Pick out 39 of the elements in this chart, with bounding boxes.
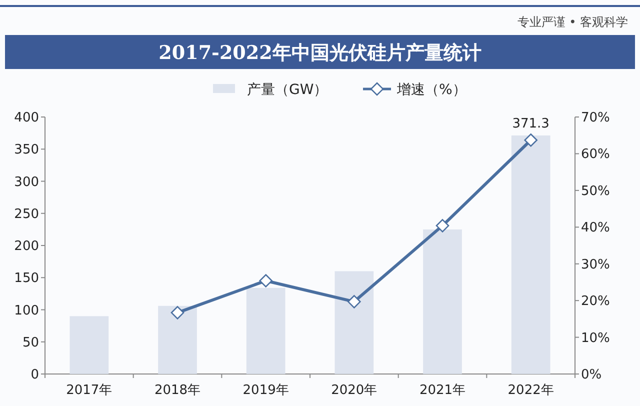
y-tick-label: 300 (14, 174, 39, 190)
x-tick-label: 2018年 (154, 383, 201, 398)
y2-tick-label: 50% (581, 184, 610, 199)
point (348, 295, 361, 308)
y2-tick-label: 60% (581, 147, 610, 162)
bar (70, 316, 109, 374)
x-tick-label: 2019年 (242, 383, 289, 398)
y2-tick-label: 10% (581, 330, 610, 346)
chart-title: 2017-2022年中国光伏硅片产量统计 (158, 42, 482, 64)
y2-tick-label: 0% (581, 368, 602, 382)
bar (511, 135, 550, 374)
legend-label: 增速（%） (396, 82, 466, 98)
y-tick-label: 0 (30, 368, 39, 382)
x-tick-label: 2021年 (419, 383, 466, 398)
text: 专业严谨 • 客观科学 (517, 15, 628, 29)
legend-label: 产量（GW） (247, 82, 328, 98)
x-tick-label: 2022年 (508, 383, 554, 398)
y-tick-label: 250 (14, 206, 39, 222)
bar (423, 229, 462, 374)
y2-tick-label: 40% (581, 220, 610, 236)
y-tick-label: 350 (14, 142, 39, 158)
y-tick-label: 150 (14, 271, 39, 286)
data-label: 371.3 (512, 116, 550, 132)
bar (158, 306, 197, 374)
point (170, 306, 184, 320)
point (436, 219, 450, 232)
point (259, 274, 272, 288)
point (524, 133, 538, 147)
y-tick-label: 100 (14, 303, 39, 318)
y2-tick-label: 20% (581, 294, 610, 310)
y2-tick-label: 70% (581, 110, 610, 126)
x-tick-label: 2017年 (66, 383, 112, 398)
y-tick-label: 50 (22, 335, 39, 350)
y-tick-label: 400 (14, 110, 39, 126)
y2-tick-label: 30% (581, 257, 610, 272)
bar (334, 271, 374, 374)
y-tick-label: 200 (14, 239, 39, 254)
bar (246, 288, 286, 374)
x-tick-label: 2020年 (331, 383, 378, 398)
